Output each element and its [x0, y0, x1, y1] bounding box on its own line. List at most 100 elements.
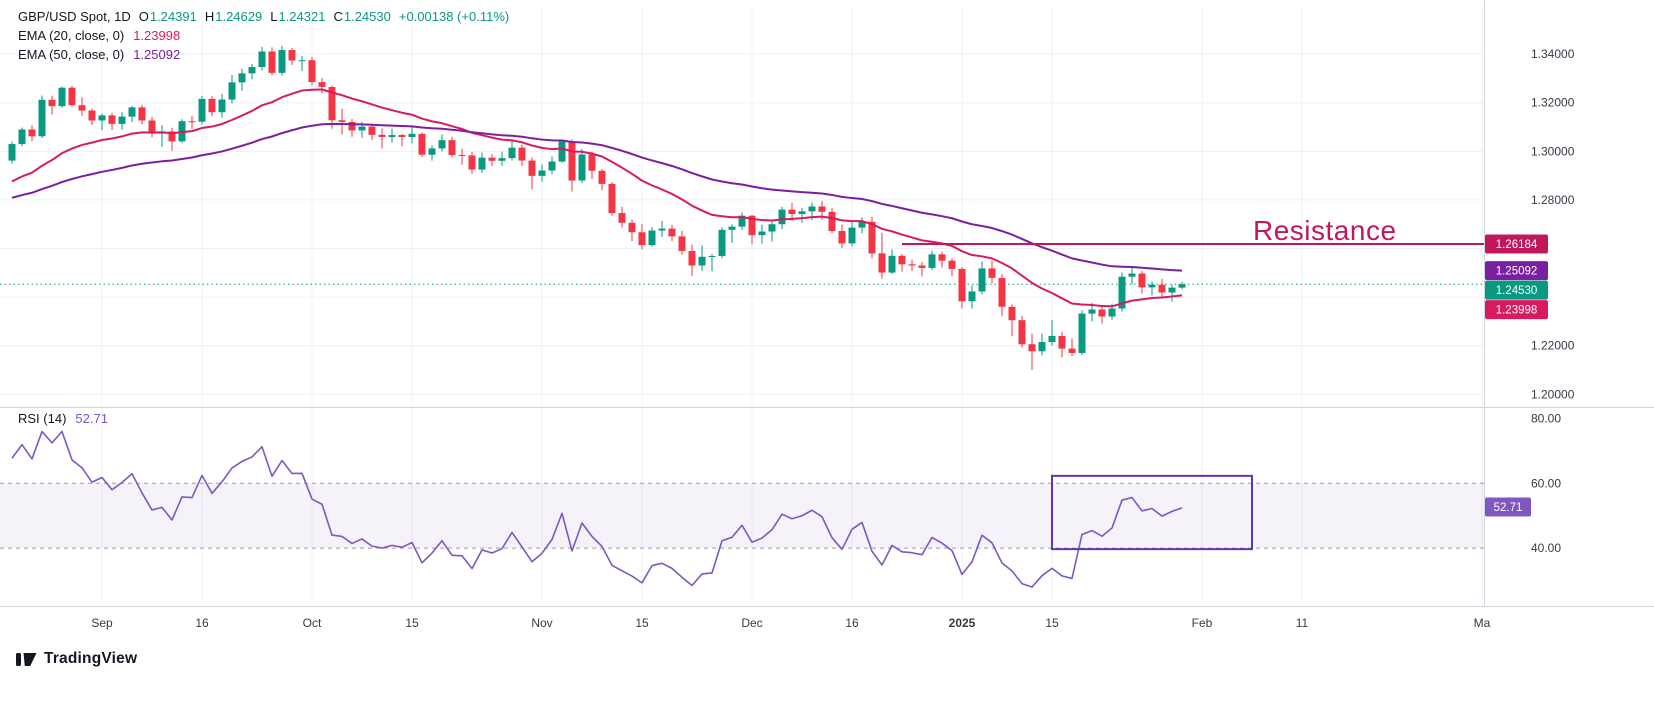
ema50-line [11, 122, 1183, 272]
candle-body [398, 135, 406, 138]
candle-body [408, 133, 416, 138]
candle-body [1118, 276, 1126, 309]
candle-body [718, 229, 726, 257]
candle-body [648, 230, 656, 246]
low-value: 1.24321 [278, 9, 326, 24]
candle-body [358, 126, 366, 131]
rsi-tick-label: 60.00 [1531, 476, 1561, 490]
candle-body [268, 51, 276, 73]
candle-body [928, 254, 936, 268]
candle-body [488, 157, 496, 161]
candle-body [918, 265, 926, 268]
candle-body [208, 98, 216, 113]
candle-body [628, 222, 636, 233]
time-tick-label: Ma [1474, 616, 1491, 630]
time-tick-label: Oct [303, 616, 322, 630]
candle-body [708, 256, 716, 258]
candle-body [618, 213, 626, 223]
candle-body [548, 161, 556, 171]
candle-body [378, 134, 386, 138]
candle-body [498, 158, 506, 161]
ema20-line [11, 88, 1183, 308]
candle-body [828, 211, 836, 232]
time-tick-label: Dec [741, 616, 762, 630]
candle-body [298, 60, 306, 62]
candle-body [508, 147, 516, 159]
candle-body [18, 129, 26, 145]
candle-body [838, 231, 846, 244]
candle-body [908, 264, 916, 266]
price-badge [1485, 280, 1548, 300]
candle-body [278, 50, 286, 73]
candle-body [688, 250, 696, 266]
candle-body [678, 236, 686, 251]
rsi-highlight-box[interactable] [1051, 474, 1253, 551]
candle-body [118, 116, 126, 124]
candle-body [188, 121, 196, 123]
candle-body [1128, 273, 1136, 277]
candle-body [738, 215, 746, 227]
candle-body [608, 183, 616, 214]
time-tick-label: Feb [1192, 616, 1213, 630]
candle-body [228, 82, 236, 100]
candle-body [848, 227, 856, 244]
candle-body [978, 268, 986, 292]
close-value: 1.24530 [343, 9, 391, 24]
candle-body [948, 260, 956, 269]
candle-body [48, 99, 56, 107]
candle-body [438, 140, 446, 149]
candle-body [368, 126, 376, 135]
candle-body [468, 155, 476, 170]
candle-body [58, 87, 66, 107]
ema20-legend-row[interactable]: EMA (20, close, 0) 1.23998 [18, 26, 509, 45]
time-tick-label: 2025 [949, 616, 976, 630]
time-tick-label: 15 [405, 616, 419, 630]
candle-body [1168, 287, 1176, 293]
candle-body [1068, 348, 1076, 353]
candle-body [868, 221, 876, 254]
candle-body [638, 232, 646, 246]
candle-body [518, 147, 526, 161]
price-badge [1485, 234, 1548, 254]
price-axis[interactable] [1484, 0, 1654, 607]
candle-body [898, 255, 906, 265]
tradingview-branding[interactable]: TradingView [16, 650, 137, 668]
ema20-value: 1.23998 [133, 28, 181, 43]
price-tick-label: 1.30000 [1531, 144, 1575, 158]
rsi-tick-label: 40.00 [1531, 541, 1561, 555]
candle-body [958, 268, 966, 302]
ema50-legend-row[interactable]: EMA (50, close, 0) 1.25092 [18, 45, 509, 64]
candle-body [658, 228, 666, 231]
candle-body [478, 157, 486, 170]
time-axis[interactable] [0, 607, 1654, 645]
chart-canvas[interactable]: 1.34000 1.32000 1.30000 1.28000 1.22000 1.200… [0, 0, 1654, 644]
high-label: H [204, 9, 215, 24]
candle-body [38, 99, 46, 137]
ema50-label: EMA (50, close, 0) [18, 47, 125, 62]
candle-body [258, 51, 266, 68]
rsi-badge [1485, 497, 1531, 517]
candle-body [308, 60, 316, 83]
resistance-label[interactable]: Resistance [1253, 215, 1397, 246]
candle-body [1148, 284, 1156, 288]
rsi-legend-row[interactable]: RSI (14) 52.71 [18, 411, 108, 426]
candle-body [288, 50, 296, 61]
candle-body [238, 73, 246, 83]
candle-body [138, 107, 146, 121]
symbol-legend-row[interactable]: GBP/USD Spot, 1D O1.24391 H1.24629 L1.24321… [18, 7, 509, 26]
price-badge-text: 1.26184 [1496, 239, 1538, 251]
candle-body [88, 110, 96, 121]
candle-body [388, 135, 396, 138]
rsi-value: 52.71 [75, 411, 108, 426]
candle-body [558, 141, 566, 162]
price-badge-text: 1.24530 [1496, 285, 1538, 297]
candle-body [98, 115, 106, 121]
ema50-value: 1.25092 [133, 47, 181, 62]
candle-body [1008, 306, 1016, 321]
time-tick-label: 15 [1045, 616, 1059, 630]
legend: GBP/USD Spot, 1D O1.24391 H1.24629 L1.24321… [18, 7, 509, 64]
candle-body [328, 86, 336, 121]
rsi-badge-text: 52.71 [1494, 502, 1523, 514]
rsi-tick-label: 80.00 [1531, 411, 1561, 425]
candle-body [728, 226, 736, 230]
